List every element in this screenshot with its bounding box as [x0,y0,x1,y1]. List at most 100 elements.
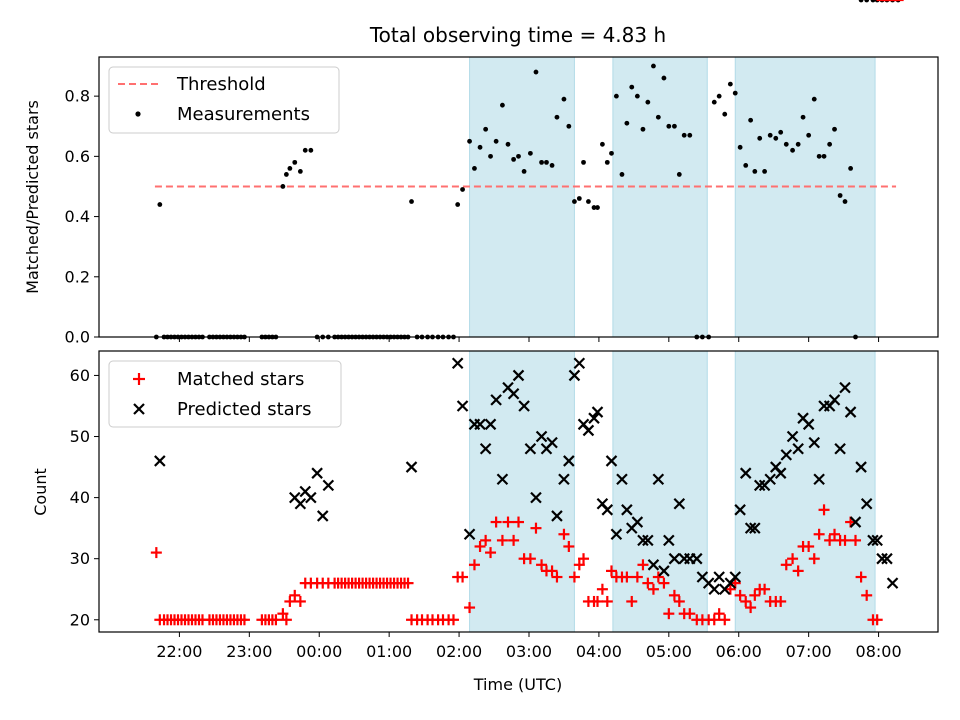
predicted-point [867,534,879,547]
matched-point [631,571,643,583]
matched-point [642,577,654,589]
predicted-point [518,400,530,412]
data-point [516,153,521,159]
data-point [591,205,597,210]
x-tick-label: 23:00 [226,642,272,661]
data-point [544,159,549,165]
data-point [488,153,493,159]
predicted-point [744,522,757,534]
data-point [737,144,743,150]
data-point [842,199,848,204]
predicted-point [463,528,476,541]
predicted-point [322,479,335,492]
predicted-point [652,473,665,486]
matched-point [536,559,548,571]
matched-point [592,595,604,607]
predicted-point [405,461,418,473]
y-tick-label: 20 [70,610,90,629]
data-point [811,96,817,102]
data-point [595,205,600,210]
matched-point [490,516,502,528]
matched-point [270,614,282,626]
y-tick-label: 0.4 [65,207,90,226]
predicted-point [484,418,497,431]
predicted-point [637,534,649,547]
matched-point [284,595,296,607]
matched-point [294,595,306,607]
data-point [549,162,555,168]
y-tick-label: 60 [70,366,90,385]
data-point [609,150,614,156]
predicted-point [642,534,654,547]
predicted-point [512,369,525,382]
predicted-point [530,491,542,504]
predicted-point [673,497,686,510]
matched-point [780,559,792,571]
matched-point [684,608,696,620]
x-axis-label: Time (UTC) [473,675,562,694]
predicted-point [605,455,618,467]
predicted-point [734,504,746,516]
matched-point [457,571,469,583]
predicted-point [551,510,563,522]
data-point [800,114,806,120]
x-tick-label: 22:00 [156,642,202,661]
matched-point [792,565,804,577]
matched-point [745,602,757,614]
predicted-point [753,479,766,492]
matched-point [824,534,836,546]
data-point [858,0,864,3]
predicted-point [294,497,307,510]
data-point [455,202,461,207]
data-point [722,111,728,117]
predicted-point [311,467,323,479]
matched-point [749,589,761,601]
predicted-point [451,357,464,369]
data-point [773,135,779,141]
data-point [640,126,646,132]
data-point [783,141,789,147]
data-point [681,132,687,138]
bottom-x-ticks: 22:00 23:00 00:00 01:00 02:00 03:00 04:00 05:00… [156,632,902,661]
shaded-region [612,56,708,338]
matched-point [605,565,617,577]
data-point [727,81,733,87]
data-point [586,199,591,204]
matched-point [740,595,752,607]
data-point [600,141,605,147]
data-point [554,114,560,120]
x-tick-label: 01:00 [366,642,412,661]
predicted-point [524,442,537,455]
matched-point [871,614,883,626]
data-point [645,99,651,105]
data-point [477,144,483,150]
data-point [732,90,738,96]
predicted-point [668,552,681,565]
data-point [539,159,544,165]
x-tick-label: 00:00 [296,642,342,661]
predicted-point [154,455,166,467]
data-point [533,69,539,75]
legend-matched-swatch [133,373,145,385]
data-point [672,123,677,129]
predicted-point [828,394,841,406]
data-point [651,63,656,69]
data-point [460,187,465,192]
bottom-legend: Matched stars Predicted stars [108,360,342,428]
matched-point [708,614,720,626]
data-point [837,193,843,198]
data-point [619,172,625,177]
matched-point [513,516,524,528]
data-point [848,165,854,171]
predicted-point [881,552,893,565]
data-point [624,120,630,126]
data-point [711,99,717,105]
bottom-y-axis: 20 30 40 50 60 [70,366,99,629]
data-point [767,132,773,138]
predicted-point [834,442,846,455]
matched-point [464,602,476,614]
data-point [500,102,505,108]
data-point [743,162,749,168]
predicted-point [658,565,670,577]
